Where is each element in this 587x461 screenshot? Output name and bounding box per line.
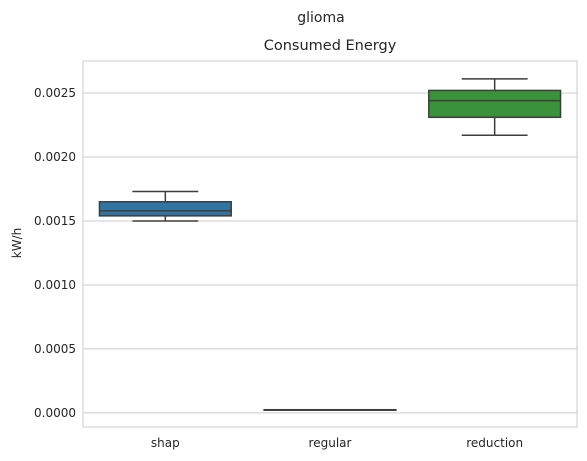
y-tick-label: 0.0025 — [34, 86, 76, 100]
chart-title: Consumed Energy — [264, 38, 397, 54]
x-tick-label: reduction — [466, 436, 523, 450]
y-tick-label: 0.0010 — [34, 278, 76, 292]
y-tick-label: 0.0000 — [34, 406, 76, 420]
y-tick-label: 0.0005 — [34, 342, 76, 356]
y-tick-label: 0.0015 — [34, 214, 76, 228]
box-shap — [98, 190, 232, 222]
grid-layer — [83, 92, 577, 414]
box-reduction — [428, 78, 562, 136]
y-tick-label: 0.0020 — [34, 150, 76, 164]
box-iqr — [428, 89, 562, 119]
x-tick-label: shap — [151, 436, 180, 450]
box-layer — [98, 78, 562, 411]
plot-frame — [82, 60, 578, 428]
chart-suptitle: glioma — [297, 10, 344, 26]
x-tick-label: regular — [309, 436, 352, 450]
tick-layer: 0.0000 0.0005 0.0010 0.0015 0.0020 0.0025 shap… — [34, 86, 523, 450]
box-iqr — [98, 201, 232, 217]
y-axis-label: kW/h — [10, 228, 24, 258]
box-regular — [263, 408, 397, 411]
